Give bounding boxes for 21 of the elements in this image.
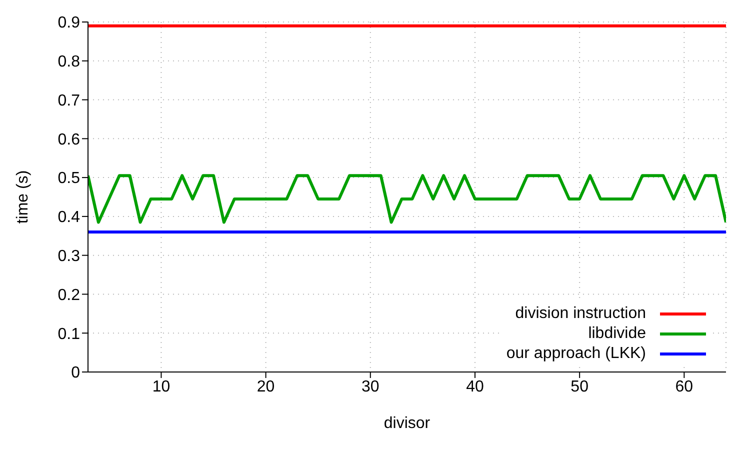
x-tick-label: 20 <box>256 378 275 396</box>
y-axis-title: time (s) <box>14 170 32 224</box>
y-tick-label: 0.2 <box>58 286 80 304</box>
y-tick-label: 0.5 <box>58 170 80 188</box>
legend-label: libdivide <box>588 325 646 343</box>
y-tick-label: 0.8 <box>58 54 80 71</box>
legend-label: our approach (LKK) <box>506 345 646 363</box>
x-axis-title: divisor <box>384 415 431 432</box>
y-tick-label: 0.6 <box>58 131 80 148</box>
x-tick-label: 60 <box>675 378 694 396</box>
x-tick-label: 40 <box>466 378 484 396</box>
legend-label: division instruction <box>515 305 646 323</box>
x-tick-label: 10 <box>152 378 170 396</box>
y-tick-label: 0.3 <box>58 248 80 266</box>
y-tick-label: 0.7 <box>58 92 80 110</box>
y-tick-label: 0.4 <box>58 209 80 226</box>
x-tick-label: 30 <box>361 378 380 396</box>
y-tick-label: 0.9 <box>58 14 80 32</box>
y-tick-label: 0 <box>71 364 80 382</box>
y-tick-label: 0.1 <box>58 326 80 343</box>
x-tick-label: 50 <box>570 378 589 396</box>
